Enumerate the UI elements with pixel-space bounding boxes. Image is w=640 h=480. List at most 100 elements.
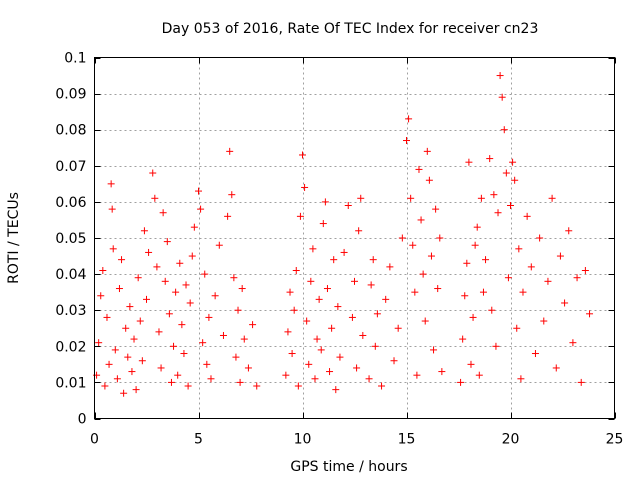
data-point: [326, 368, 334, 376]
data-point: [132, 386, 140, 394]
data-point: [586, 310, 594, 318]
data-point: [355, 227, 363, 235]
data-point: [459, 335, 467, 343]
data-point: [330, 256, 338, 264]
data-point: [305, 360, 313, 368]
data-point: [290, 306, 298, 314]
data-point: [357, 194, 365, 202]
y-tick-label: 0.02: [55, 339, 86, 355]
data-point: [415, 165, 423, 173]
data-point: [215, 241, 223, 249]
y-tick-label: 0.04: [55, 267, 86, 283]
data-point: [482, 256, 490, 264]
data-point: [201, 270, 209, 278]
data-point: [126, 303, 134, 311]
data-point: [197, 205, 205, 213]
data-point: [138, 357, 146, 365]
y-tick-label: 0.01: [55, 375, 86, 391]
data-point: [390, 357, 398, 365]
data-point: [203, 360, 211, 368]
data-point: [224, 212, 232, 220]
data-point: [101, 382, 109, 390]
data-point: [190, 223, 198, 231]
x-tick-label: 10: [294, 432, 312, 448]
data-point: [425, 176, 433, 184]
y-tick-label: 0: [78, 412, 87, 428]
data-point: [321, 198, 329, 206]
data-point: [284, 328, 292, 336]
data-point: [527, 263, 535, 271]
data-point: [319, 220, 327, 228]
data-point: [507, 202, 514, 210]
data-point: [465, 158, 473, 166]
data-point: [398, 234, 406, 242]
data-point: [344, 202, 352, 210]
data-point: [371, 342, 379, 350]
data-point: [315, 295, 323, 303]
data-point: [438, 368, 446, 376]
data-point: [296, 212, 304, 220]
data-point: [467, 360, 475, 368]
y-tick-labels: 0 0.01 0.02 0.03 0.04 0.05 0.06 0.07 0.08 0.09 0.1: [55, 51, 86, 428]
data-point: [519, 288, 527, 296]
data-point: [332, 386, 340, 394]
data-point: [97, 292, 105, 300]
data-point: [234, 306, 242, 314]
data-point: [286, 288, 294, 296]
data-point: [382, 295, 390, 303]
y-tick-label: 0.07: [55, 159, 86, 175]
data-point: [496, 72, 504, 80]
data-point: [143, 295, 150, 303]
data-point: [463, 259, 471, 267]
data-point: [351, 277, 358, 285]
data-point: [165, 310, 173, 318]
data-point: [134, 274, 142, 282]
data-point: [288, 350, 296, 358]
y-tick-label: 0.09: [55, 87, 86, 103]
y-tick-label: 0.03: [55, 303, 86, 319]
data-point: [511, 176, 519, 184]
data-point: [311, 375, 319, 383]
data-point: [367, 281, 375, 289]
data-point: [182, 281, 190, 289]
data-point: [486, 155, 494, 163]
data-point: [174, 371, 182, 379]
data-point: [107, 180, 115, 188]
data-point: [479, 288, 487, 296]
data-point: [149, 169, 157, 177]
data-point: [430, 346, 438, 354]
data-point: [373, 310, 381, 318]
data-point: [211, 292, 219, 300]
data-point: [188, 252, 196, 260]
data-point: [180, 350, 188, 358]
data-point: [205, 313, 213, 321]
data-point: [577, 378, 585, 386]
y-tick-label: 0.06: [55, 195, 86, 211]
data-point: [427, 252, 435, 260]
data-point: [386, 263, 394, 271]
data-point: [515, 245, 523, 253]
y-tick-label: 0.05: [55, 231, 86, 247]
data-point: [99, 266, 107, 274]
data-point: [417, 216, 425, 224]
data-point: [151, 194, 159, 202]
data-point: [340, 248, 348, 256]
data-point: [122, 324, 130, 332]
data-point: [409, 241, 417, 249]
data-point: [140, 227, 148, 235]
data-point: [504, 274, 512, 282]
data-point: [155, 328, 163, 336]
data-point: [494, 209, 502, 217]
data-point: [153, 263, 161, 271]
data-point: [238, 285, 246, 293]
data-point: [490, 191, 498, 199]
x-tick-label: 15: [398, 432, 416, 448]
data-point: [184, 382, 192, 390]
data-point: [469, 313, 477, 321]
data-point: [475, 371, 483, 379]
data-point: [309, 245, 317, 253]
data-point: [120, 389, 128, 397]
data-point: [434, 285, 442, 293]
data-point: [157, 364, 165, 372]
